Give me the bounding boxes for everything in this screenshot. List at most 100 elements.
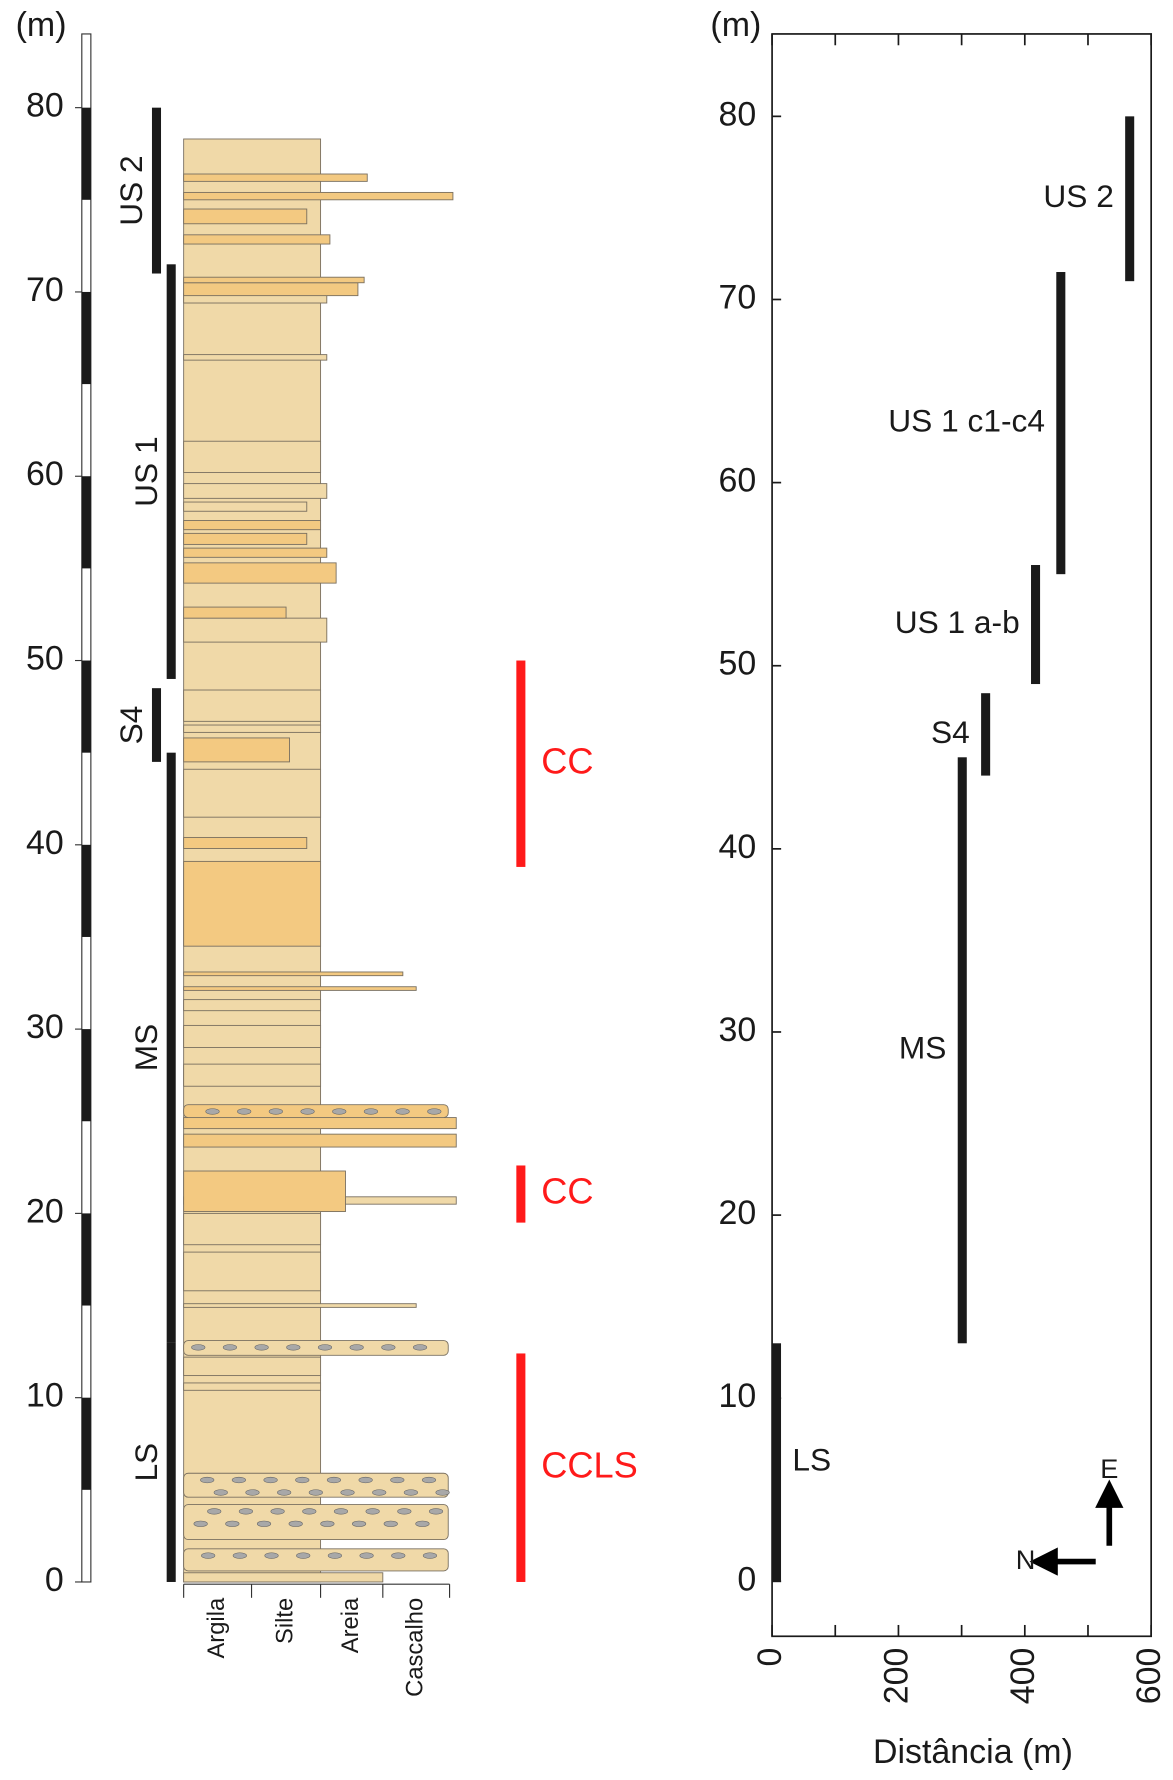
y-tick-label: 10 bbox=[718, 1377, 756, 1415]
y-axis-label: (m) bbox=[16, 6, 67, 44]
y-tick-label: 20 bbox=[26, 1192, 64, 1230]
bar-label: LS bbox=[792, 1442, 831, 1478]
pebble bbox=[413, 1345, 427, 1351]
pebble bbox=[201, 1553, 215, 1559]
bed bbox=[184, 618, 327, 642]
bed bbox=[184, 690, 321, 721]
bed bbox=[184, 837, 307, 848]
pebble bbox=[200, 1477, 214, 1483]
y-tick-label: 10 bbox=[26, 1377, 64, 1415]
grain-class-label: Cascalho bbox=[401, 1598, 428, 1697]
pebble bbox=[428, 1109, 442, 1115]
y-tick-label: 50 bbox=[718, 645, 756, 683]
scale-bar-segment bbox=[82, 476, 91, 568]
bed bbox=[184, 209, 307, 224]
pebble bbox=[364, 1109, 378, 1115]
bed bbox=[184, 1118, 457, 1129]
pebble bbox=[206, 1109, 220, 1115]
bed bbox=[184, 1383, 321, 1390]
pebble bbox=[246, 1490, 260, 1496]
pebble bbox=[372, 1490, 386, 1496]
bed bbox=[184, 441, 321, 472]
pebble bbox=[328, 1553, 342, 1559]
pebble bbox=[404, 1490, 418, 1496]
scale-bar-segment bbox=[82, 845, 91, 937]
bed bbox=[184, 1304, 417, 1308]
bed bbox=[184, 563, 336, 583]
pebble bbox=[223, 1345, 237, 1351]
pebble bbox=[269, 1109, 283, 1115]
unit-label: LS bbox=[128, 1443, 164, 1482]
x-tick-label: 400 bbox=[1004, 1648, 1042, 1705]
range-bar bbox=[1056, 272, 1065, 574]
y-tick-label: 40 bbox=[26, 824, 64, 862]
range-bar bbox=[772, 1343, 781, 1581]
pebble bbox=[321, 1521, 335, 1527]
unit-label: US 2 bbox=[113, 155, 149, 225]
pebble bbox=[255, 1345, 269, 1351]
range-bar bbox=[958, 757, 967, 1343]
grain-class-label: Argila bbox=[203, 1597, 230, 1659]
scale-bar-segment bbox=[82, 108, 91, 200]
y-tick-label: 70 bbox=[718, 278, 756, 316]
x-tick-label: 0 bbox=[751, 1648, 789, 1667]
pebble bbox=[422, 1477, 436, 1483]
x-tick-label: 200 bbox=[877, 1648, 915, 1705]
compass-east: E bbox=[1100, 1453, 1118, 1484]
facies-bar bbox=[516, 1353, 525, 1582]
y-tick-label: 30 bbox=[718, 1011, 756, 1049]
bar-label: US 1 c1-c4 bbox=[888, 402, 1045, 438]
scale-bar-segment bbox=[82, 292, 91, 384]
pebble bbox=[237, 1109, 251, 1115]
bed bbox=[184, 1134, 457, 1147]
pebble bbox=[332, 1109, 346, 1115]
bed bbox=[184, 235, 330, 244]
bed bbox=[184, 1573, 383, 1582]
unit-label: US 1 bbox=[128, 436, 164, 506]
page: (m) 0 10 20 30 40 50 60 70 80 Argila Silte Areia Casc… bbox=[0, 0, 1173, 1780]
pebble bbox=[341, 1490, 355, 1496]
pebble bbox=[257, 1521, 271, 1527]
pebble bbox=[366, 1509, 380, 1515]
pebble bbox=[287, 1345, 301, 1351]
pebble bbox=[301, 1109, 315, 1115]
bed bbox=[184, 738, 290, 762]
range-bar bbox=[981, 693, 990, 775]
facies-label: CC bbox=[541, 1171, 593, 1212]
pebble bbox=[271, 1509, 285, 1515]
bar-label: S4 bbox=[931, 714, 970, 750]
bed bbox=[184, 520, 321, 529]
pebble bbox=[391, 1553, 405, 1559]
pebble bbox=[384, 1521, 398, 1527]
pebble bbox=[416, 1521, 430, 1527]
pebble bbox=[352, 1521, 366, 1527]
grain-class-label: Silte bbox=[271, 1598, 298, 1644]
bed bbox=[184, 1549, 449, 1571]
pebble bbox=[398, 1509, 412, 1515]
x-axis-label: Distância (m) bbox=[873, 1733, 1073, 1771]
y-tick-label: 30 bbox=[26, 1008, 64, 1046]
pebble bbox=[232, 1477, 246, 1483]
y-tick-label: 40 bbox=[718, 828, 756, 866]
y-tick-label: 60 bbox=[26, 455, 64, 493]
bed bbox=[184, 1252, 321, 1291]
scale-bar-segment bbox=[82, 1398, 91, 1490]
grain-class-label: Areia bbox=[337, 1597, 364, 1653]
bar-label: US 1 a-b bbox=[895, 604, 1020, 640]
bed bbox=[184, 502, 307, 511]
compass-north: N bbox=[1016, 1544, 1036, 1575]
scale-bar-segment bbox=[82, 661, 91, 753]
unit-bar bbox=[167, 264, 176, 679]
unit-bar bbox=[167, 1342, 176, 1582]
pebble bbox=[296, 1553, 310, 1559]
pebble bbox=[239, 1509, 253, 1515]
pebble bbox=[423, 1553, 437, 1559]
pebble bbox=[350, 1345, 364, 1351]
bed bbox=[184, 484, 327, 499]
pebble bbox=[233, 1553, 247, 1559]
pebble bbox=[327, 1477, 341, 1483]
bed bbox=[184, 987, 417, 991]
pebble bbox=[194, 1521, 208, 1527]
pebble bbox=[436, 1490, 450, 1496]
y-tick-label: 80 bbox=[26, 87, 64, 125]
